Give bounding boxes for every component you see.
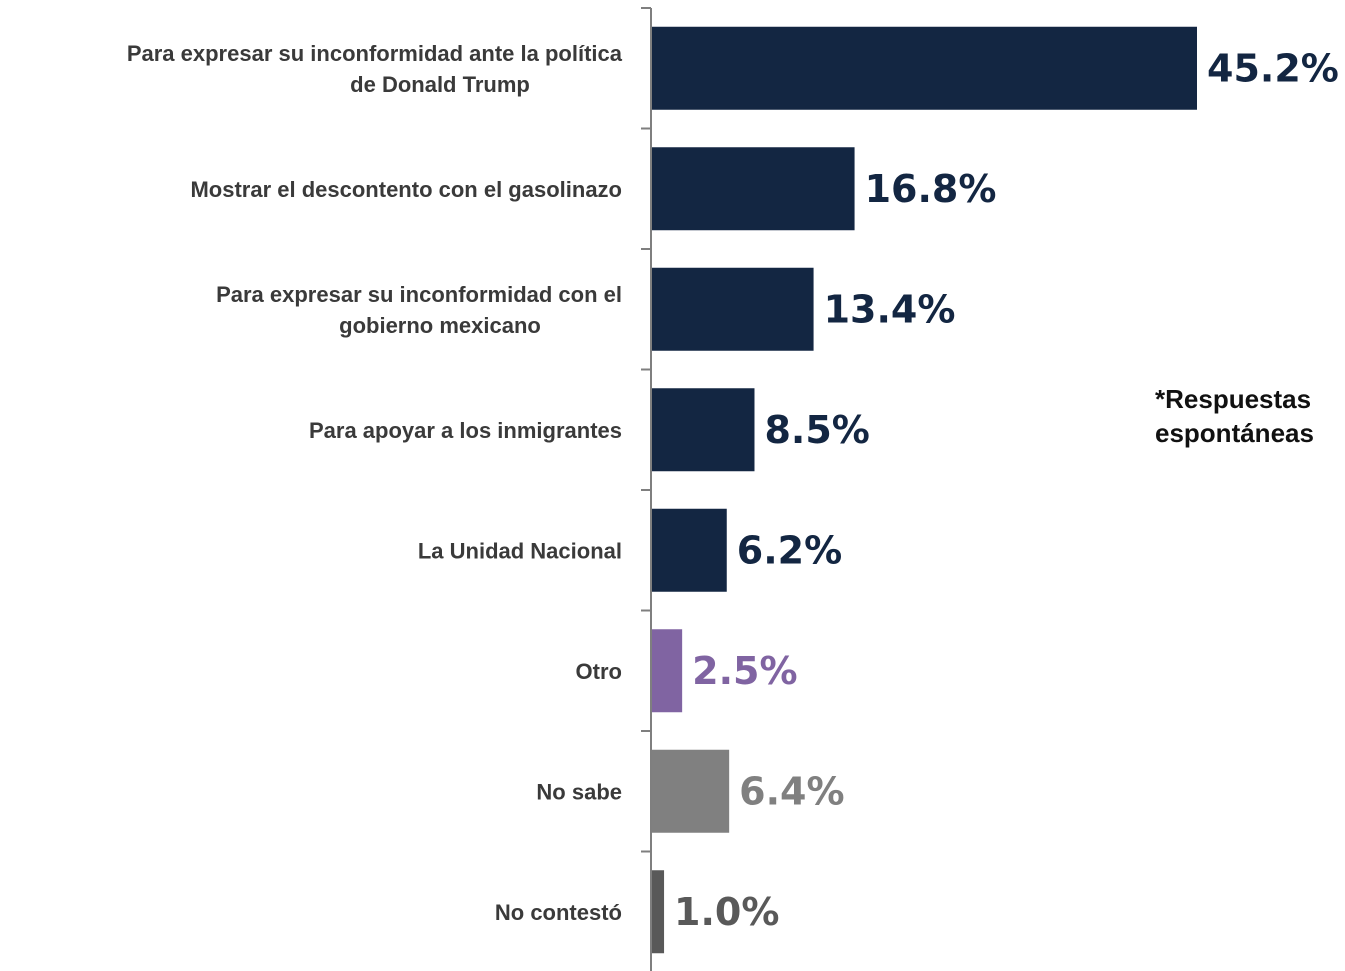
category-label-5: La Unidad Nacional [418,538,622,563]
value-label-4: 8.5% [764,408,869,452]
note-line-2: espontáneas [1155,418,1314,448]
category-label-1-line-2: de Donald Trump [350,72,530,97]
category-label-4: Para apoyar a los inmigrantes [309,418,622,443]
category-label-7: No sabe [536,779,622,804]
value-label-2: 16.8% [865,167,997,211]
value-label-6: 2.5% [692,649,797,693]
bar-5 [652,508,727,592]
category-label-6: Otro [576,659,622,684]
category-label-2: Mostrar el descontento con el gasolinazo [190,177,622,202]
spontaneous-responses-note: *Respuestas espontáneas [1155,382,1345,450]
bar-4 [652,388,755,472]
bar-6 [652,629,683,713]
value-label-8: 1.0% [674,890,779,934]
value-label-7: 6.4% [739,769,844,813]
value-label-5: 6.2% [737,528,842,572]
bar-8 [652,870,665,954]
category-label-1-line-1: Para expresar su inconformidad ante la p… [127,41,623,66]
value-label-3: 13.4% [824,287,956,331]
category-label-3-line-1: Para expresar su inconformidad con el [216,282,622,307]
note-line-1: *Respuestas [1155,384,1312,414]
bar-1 [652,26,1197,110]
bar-3 [652,267,814,351]
bar-2 [652,147,855,231]
category-label-3-line-2: gobierno mexicano [339,313,541,338]
value-label-1: 45.2% [1207,46,1339,90]
bar-7 [652,749,730,833]
category-label-8: No contestó [495,900,622,925]
